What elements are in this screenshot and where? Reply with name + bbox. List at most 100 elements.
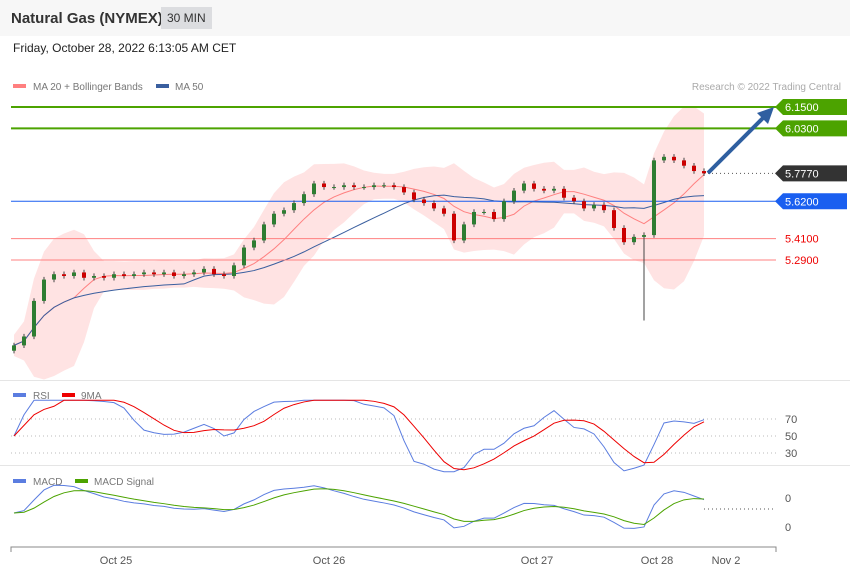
candle-body (322, 183, 326, 188)
candle-body (432, 203, 436, 209)
candle-body (122, 274, 126, 277)
level-tag-resistance (775, 99, 847, 115)
rsi-legend: RSI (33, 391, 50, 402)
level-tag-resistance (775, 120, 847, 137)
x-axis (10, 546, 777, 552)
level-label-ma: 5.6200 (785, 196, 819, 208)
candle-body (332, 187, 336, 189)
candle-body (152, 272, 156, 275)
macd-legend: MACD (33, 477, 62, 488)
candle-body (582, 201, 586, 209)
forecast-arrow (706, 114, 767, 175)
timestamp: Friday, October 28, 2022 6:13:05 AM CET (13, 41, 237, 55)
macd-line (13, 484, 705, 529)
candle-body (562, 188, 566, 198)
candle-body (682, 160, 686, 166)
candle-body (622, 227, 626, 243)
candle-body (702, 171, 706, 174)
candle-body (382, 185, 386, 187)
macd-tick: 0 (785, 522, 791, 534)
candle-body (282, 210, 286, 214)
candle-body (452, 213, 456, 241)
rsi-legend-swatch (13, 393, 26, 397)
candle-body (252, 240, 256, 248)
candle-body (502, 201, 506, 220)
level-label-pivot: 5.7770 (785, 168, 819, 180)
candle-body (412, 192, 416, 200)
bollinger-band (14, 106, 704, 380)
candle-body (82, 272, 86, 278)
candle-body (592, 204, 596, 209)
candle-body (672, 156, 676, 161)
rsi-tick: 70 (785, 414, 797, 426)
rsi-tick: 30 (785, 448, 797, 460)
candle-body (182, 274, 186, 277)
candle-body (262, 224, 266, 241)
candle-body (472, 211, 476, 225)
candle-body (542, 188, 546, 191)
candle-body (142, 272, 146, 275)
x-tick: Oct 27 (521, 555, 553, 567)
candle-body (402, 187, 406, 193)
candle-body (512, 190, 516, 202)
candle-body (352, 185, 356, 188)
level-label-support: 5.2900 (785, 255, 819, 267)
candle-body (442, 208, 446, 214)
instrument-title: Natural Gas (NYMEX) (11, 10, 163, 27)
candle-body (222, 274, 226, 277)
ma20-legend-swatch (13, 84, 26, 88)
rsi-line (13, 399, 705, 473)
candle-body (492, 211, 496, 220)
forecast-arrow-head (757, 107, 774, 124)
candle-body (202, 268, 206, 273)
candle-body (162, 272, 166, 275)
ma50-legend: MA 50 (175, 82, 204, 93)
candle-body (12, 345, 16, 351)
candle-body (662, 156, 666, 161)
candle-body (612, 210, 616, 228)
level-label-resistance: 6.1500 (785, 102, 819, 114)
candle-body (132, 274, 136, 277)
candle-body (172, 272, 176, 277)
macd-legend-swatch (13, 479, 26, 483)
candle-body (292, 203, 296, 211)
candle-body (302, 194, 306, 204)
candle-body (422, 199, 426, 204)
copyright: Research © 2022 Trading Central (692, 82, 841, 93)
candle-body (602, 204, 606, 211)
macd-signal-legend: MACD Signal (94, 477, 154, 488)
candle-body (212, 268, 216, 275)
candle-body (372, 185, 376, 188)
candle-body (22, 336, 26, 346)
candle-body (392, 185, 396, 188)
candle-body (342, 185, 346, 188)
candle-body (42, 279, 46, 301)
ma20-line (13, 174, 705, 346)
candle-body (52, 274, 56, 280)
rsi-ma-legend-swatch (62, 393, 75, 397)
macd-tick: 0 (785, 493, 791, 505)
candle-body (72, 272, 76, 277)
ma20-legend: MA 20 + Bollinger Bands (33, 82, 143, 93)
rsi-tick: 50 (785, 431, 797, 443)
timeframe-badge[interactable]: 30 MIN (161, 7, 212, 29)
level-tag-ma (775, 193, 847, 210)
x-tick: Oct 28 (641, 555, 673, 567)
candle-body (312, 183, 316, 195)
macd-signal-legend-swatch (75, 479, 88, 483)
candle-body (62, 274, 66, 277)
level-label-support: 5.4100 (785, 234, 819, 246)
candle-body (242, 247, 246, 266)
candle-body (632, 236, 636, 243)
ma50-line (13, 194, 705, 346)
x-tick: Oct 26 (313, 555, 345, 567)
rsi-ma-legend: 9MA (81, 391, 102, 402)
candle-body (552, 188, 556, 191)
candle-body (102, 276, 106, 278)
candle-body (462, 224, 466, 241)
candle-body (642, 235, 646, 237)
ma50-legend-swatch (156, 84, 169, 88)
candle-body (482, 211, 486, 213)
candle-body (532, 183, 536, 189)
